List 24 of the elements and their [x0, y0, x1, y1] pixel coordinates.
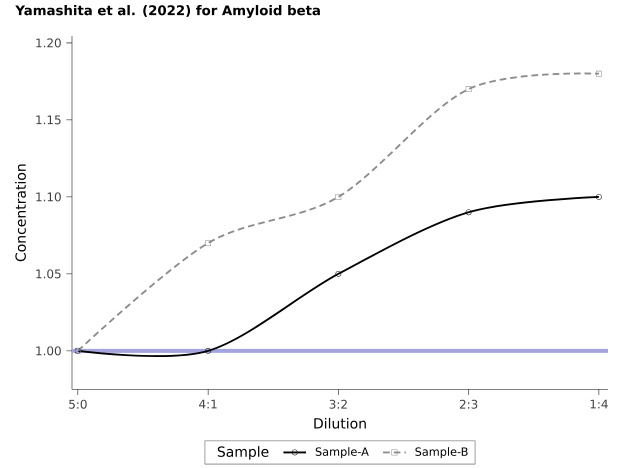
point: [596, 194, 602, 200]
y-tick-label: 1.05: [36, 269, 61, 278]
x-tick-label: 1:4: [590, 400, 608, 408]
point: [335, 270, 342, 277]
legend-title: Sample: [218, 446, 268, 460]
y-tick-label: 1.20: [36, 38, 61, 48]
point: [466, 209, 472, 216]
x-tick-label: 2:3: [460, 400, 478, 409]
y-tick-label: 1.10: [36, 192, 61, 202]
x-tick-label: 3:2: [330, 400, 347, 409]
point: [205, 240, 212, 246]
point: [466, 86, 472, 92]
y-tick-label: 1.00: [36, 346, 61, 356]
point: [596, 70, 602, 77]
x-tick-label: 4:1: [199, 400, 217, 408]
x-axis-title: Dilution: [314, 418, 366, 429]
chart-title: Yamashita et al. (2022) for Amyloid beta: [15, 5, 320, 18]
point: [335, 194, 342, 200]
point: [205, 348, 212, 354]
x-tick-label: 5:0: [69, 400, 87, 409]
legend-label: Sample-B: [415, 447, 468, 458]
y-tick-label: 1.15: [36, 115, 61, 124]
legend-label: Sample-A: [316, 447, 369, 458]
y-axis-title: Concentration: [15, 164, 26, 262]
